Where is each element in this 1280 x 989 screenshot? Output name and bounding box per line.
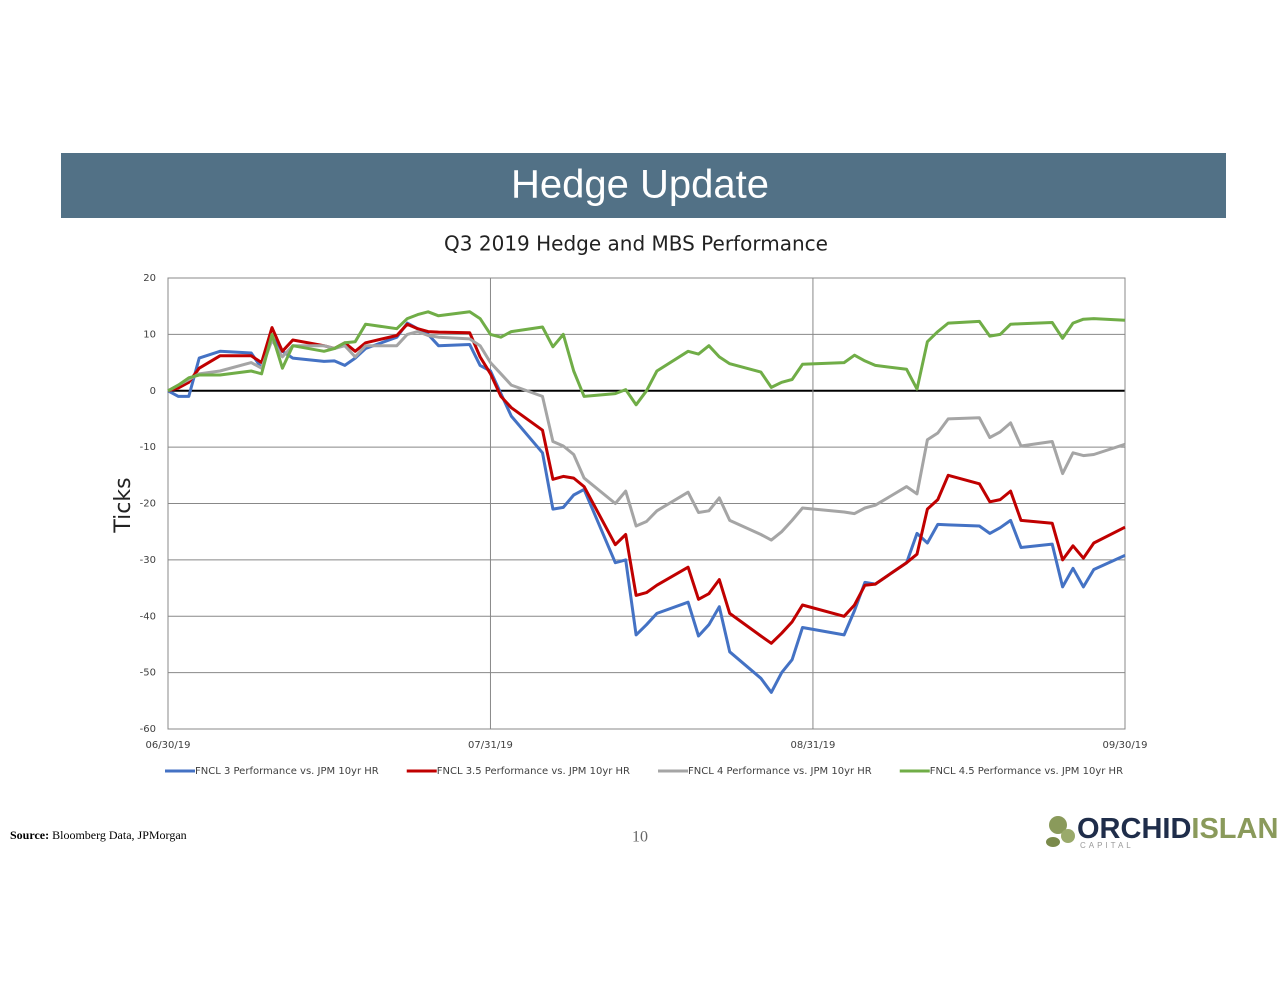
legend-label: FNCL 3 Performance vs. JPM 10yr HR bbox=[195, 766, 379, 777]
x-tick-label: 09/30/19 bbox=[1103, 740, 1148, 751]
x-tick-label: 06/30/19 bbox=[146, 740, 191, 751]
y-tick-label: -30 bbox=[140, 555, 156, 566]
source: Source: Bloomberg Data, JPMorgan bbox=[10, 828, 187, 842]
logo-mark bbox=[1046, 837, 1060, 847]
y-axis-label: Ticks bbox=[111, 477, 136, 533]
slide-title: Hedge Update bbox=[511, 163, 769, 207]
series-line bbox=[167, 322, 1126, 645]
y-tick-label: 10 bbox=[143, 329, 156, 340]
series-line bbox=[167, 330, 1126, 542]
logo-word: ISLAND bbox=[1191, 813, 1280, 845]
y-tick-label: -10 bbox=[140, 442, 156, 453]
logo-text: ORCHIDISLAND bbox=[1077, 813, 1280, 845]
logo-word: ORCHID bbox=[1077, 813, 1191, 845]
chart-title: Q3 2019 Hedge and MBS Performance bbox=[444, 232, 828, 256]
series-line bbox=[167, 310, 1126, 407]
y-tick-label: -60 bbox=[140, 724, 156, 735]
x-tick-label: 08/31/19 bbox=[790, 740, 835, 751]
source-label: Source: bbox=[10, 828, 49, 842]
logo: ORCHIDISLAND CAPITAL bbox=[1046, 813, 1280, 850]
x-tick-label: 07/31/19 bbox=[468, 740, 513, 751]
legend-label: FNCL 4.5 Performance vs. JPM 10yr HR bbox=[930, 766, 1123, 777]
y-tick-label: 0 bbox=[150, 386, 156, 397]
y-tick-label: 20 bbox=[143, 273, 156, 284]
legend-label: FNCL 4 Performance vs. JPM 10yr HR bbox=[688, 766, 872, 777]
page-number: 10 bbox=[632, 829, 648, 846]
header-bar bbox=[61, 153, 1226, 218]
logo-mark bbox=[1061, 829, 1075, 843]
series-line bbox=[167, 321, 1126, 694]
y-tick-label: -20 bbox=[140, 499, 156, 510]
source-text: Bloomberg Data, JPMorgan bbox=[52, 828, 187, 842]
y-tick-label: -40 bbox=[140, 611, 156, 622]
plot: -60 -50 -40 -30 -20 -10 0 10 20 06/30/19 07/31/19 0… bbox=[140, 273, 1148, 777]
logo-sub: CAPITAL bbox=[1080, 841, 1134, 850]
y-tick-label: -50 bbox=[140, 668, 156, 679]
logo-mark bbox=[1049, 816, 1067, 834]
legend-label: FNCL 3.5 Performance vs. JPM 10yr HR bbox=[437, 766, 630, 777]
